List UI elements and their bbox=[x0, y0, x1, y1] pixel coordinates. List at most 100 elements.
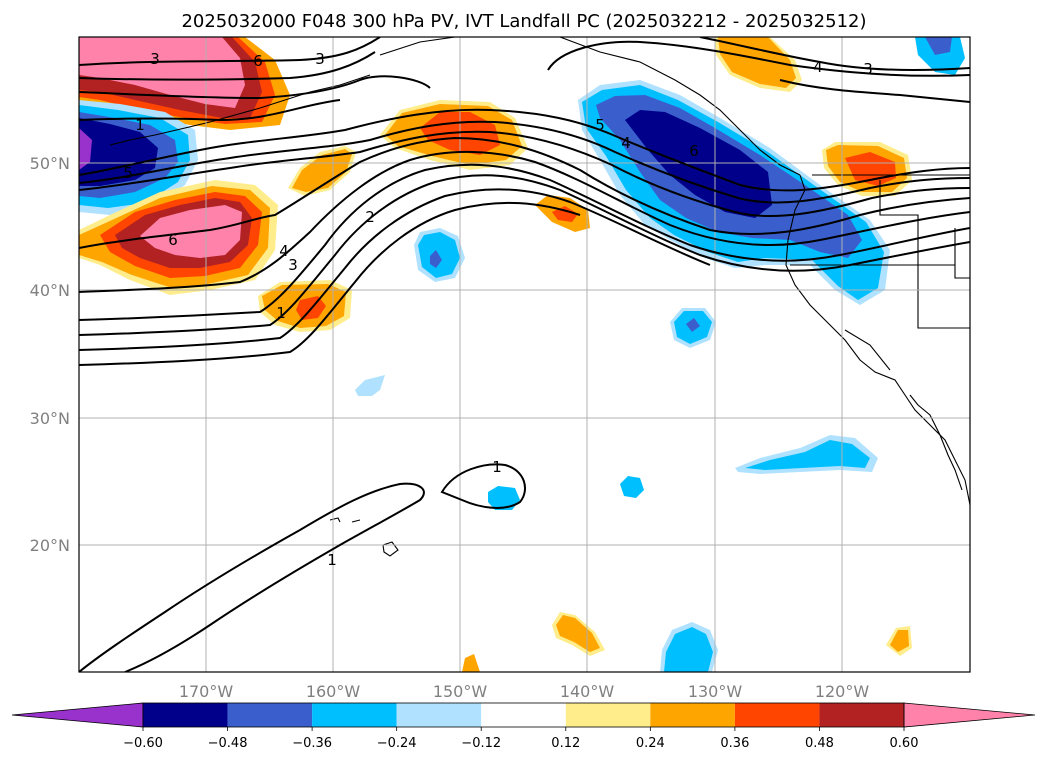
lon-label-170w: 170°W bbox=[179, 682, 234, 701]
contour-label: 3 bbox=[315, 50, 325, 68]
shade-b3-lightblue bbox=[355, 375, 385, 396]
colorbar-tick-label: 0.48 bbox=[805, 736, 834, 751]
shade-w-navy bbox=[79, 118, 158, 186]
colorbar-segment bbox=[396, 703, 482, 727]
contour-line bbox=[79, 75, 431, 100]
colorbar-extend-max bbox=[903, 702, 1036, 728]
contour-line bbox=[79, 130, 970, 217]
colorbar-tick-label: −0.24 bbox=[377, 736, 417, 751]
contour-label: 6 bbox=[689, 142, 699, 160]
shade-nw-pink bbox=[79, 37, 245, 108]
shade-w-purple bbox=[79, 128, 92, 170]
colorbar-segment bbox=[227, 703, 313, 727]
alaska-coast bbox=[379, 37, 801, 176]
colorbar-segment bbox=[312, 703, 397, 727]
colorbar-segment bbox=[650, 703, 735, 727]
contour-line bbox=[79, 136, 970, 249]
shade-ne-blue-top bbox=[915, 37, 965, 75]
contour-label: 6 bbox=[253, 52, 263, 70]
contour-line bbox=[79, 51, 376, 81]
shade-b1-royal bbox=[430, 250, 442, 268]
shade-c2-orange bbox=[292, 149, 352, 192]
colorbar-tick-label: −0.12 bbox=[461, 736, 501, 751]
shade-b4-cyan bbox=[745, 440, 870, 470]
lat-label-40n: 40°N bbox=[30, 281, 70, 300]
map-background bbox=[79, 37, 970, 672]
colorbar-frame bbox=[142, 702, 905, 728]
colorbar-tick-label: 0.24 bbox=[636, 736, 665, 751]
coastlines bbox=[109, 37, 970, 557]
contour-line bbox=[79, 163, 970, 321]
colorbar-tick-label: 0.12 bbox=[551, 736, 580, 751]
lat-axis: 50°N 40°N 30°N 20°N bbox=[30, 154, 70, 555]
colorbar-tick-label: −0.36 bbox=[292, 736, 332, 751]
contour-labels: 3 6 3 1 5 6 2 4 3 1 5 4 6 4 3 1 1 bbox=[123, 50, 873, 569]
gridlines bbox=[79, 37, 970, 672]
colorbar-tick-label: 0.36 bbox=[720, 736, 749, 751]
colorbar-segment bbox=[143, 703, 228, 727]
lon-axis: 170°W 160°W 150°W 140°W 130°W 120°W bbox=[179, 682, 870, 701]
contour-line-subtropic bbox=[79, 482, 425, 672]
lon-label-120w: 120°W bbox=[815, 682, 870, 701]
contour-line-east-n bbox=[547, 40, 970, 77]
colorbar-segment bbox=[565, 703, 651, 727]
contour-line bbox=[79, 201, 581, 366]
contour-line bbox=[79, 188, 711, 351]
map-panel: 3 6 3 1 5 6 2 4 3 1 5 4 6 4 3 1 1 bbox=[78, 36, 971, 673]
pv-shading bbox=[79, 37, 965, 672]
contour-line bbox=[79, 174, 970, 336]
map-frame bbox=[78, 36, 971, 673]
contour-label: 6 bbox=[168, 231, 178, 249]
colorbar-ticks: −0.60 −0.48 −0.36 −0.24 −0.12 0.12 0.24 0.36 0.4… bbox=[123, 727, 918, 751]
contour-label: 1 bbox=[327, 551, 337, 569]
shade-b6-cyan bbox=[620, 476, 644, 498]
contour-line-east-n3 bbox=[779, 79, 970, 103]
shade-o2-orange bbox=[462, 654, 480, 672]
north-america-coast bbox=[785, 174, 970, 506]
shade-c4-red bbox=[552, 206, 578, 222]
lat-label-50n: 50°N bbox=[30, 154, 70, 173]
colorbar-tick-label: 0.60 bbox=[890, 736, 919, 751]
shade-ne-blue-top-royal bbox=[925, 37, 952, 55]
contour-label: 3 bbox=[150, 50, 160, 68]
colorbar-extend-min bbox=[11, 702, 144, 728]
contour-label: 4 bbox=[279, 242, 289, 260]
state-borders bbox=[790, 180, 970, 371]
aleutian-islands bbox=[109, 74, 371, 146]
contour-label: 1 bbox=[135, 116, 145, 134]
contour-line bbox=[79, 120, 970, 204]
lat-label-20n: 20°N bbox=[30, 536, 70, 555]
colorbar-tick-label: −0.60 bbox=[123, 736, 163, 751]
contour-label: 4 bbox=[621, 134, 631, 152]
contour-label: 4 bbox=[813, 58, 823, 76]
contour-label: 3 bbox=[288, 256, 298, 274]
contour-label: 3 bbox=[863, 60, 873, 78]
shade-b5-cyan bbox=[488, 486, 520, 510]
contour-line bbox=[79, 108, 970, 192]
contour-label: 5 bbox=[595, 116, 605, 134]
shade-ne-navy bbox=[625, 110, 772, 218]
shade-b7-cyan bbox=[664, 627, 713, 672]
lon-label-140w: 140°W bbox=[560, 682, 615, 701]
contour-label: 1 bbox=[276, 304, 286, 322]
lon-label-150w: 150°W bbox=[433, 682, 488, 701]
contour-label: 1 bbox=[492, 458, 502, 476]
shade-b2-royal bbox=[686, 318, 700, 332]
lon-label-130w: 130°W bbox=[688, 682, 743, 701]
shade-o3-orange bbox=[890, 630, 909, 652]
pv-contours bbox=[79, 37, 970, 672]
contour-line-east-n2 bbox=[699, 37, 970, 71]
colorbar-tick-label: −0.48 bbox=[208, 736, 248, 751]
contour-label: 5 bbox=[123, 164, 133, 182]
colorbar-segment bbox=[481, 703, 566, 727]
contour-line bbox=[79, 99, 341, 122]
colorbar-segments bbox=[11, 702, 1036, 728]
shade-ne-orange1 bbox=[718, 37, 796, 88]
contour-label: 2 bbox=[365, 208, 375, 226]
colorbar-segment bbox=[734, 703, 820, 727]
contour-line bbox=[79, 37, 381, 66]
baja-coast bbox=[909, 394, 963, 491]
contour-line bbox=[79, 151, 970, 293]
colorbar: −0.60 −0.48 −0.36 −0.24 −0.12 0.12 0.24 0.36 0.4… bbox=[11, 702, 1036, 751]
